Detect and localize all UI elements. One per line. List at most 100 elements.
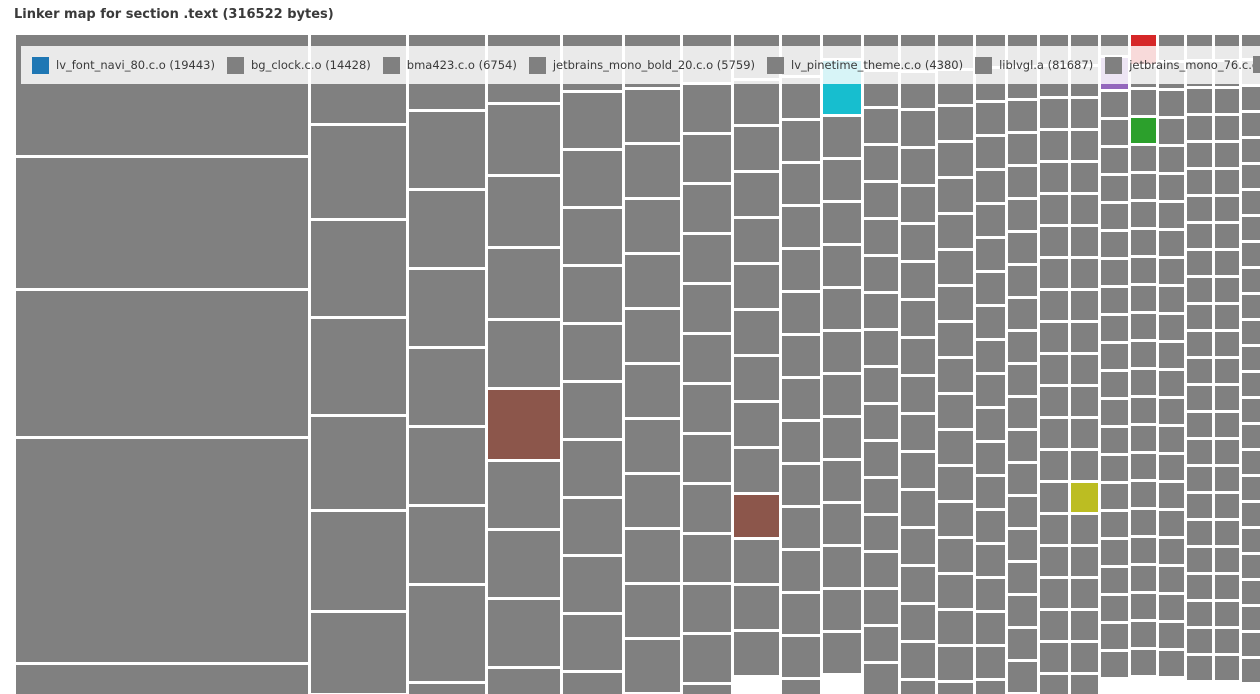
treemap-cell[interactable] [563, 383, 622, 438]
treemap-cell[interactable] [938, 503, 973, 536]
treemap-cell[interactable] [1159, 175, 1184, 200]
treemap-cell[interactable] [409, 112, 485, 188]
treemap-cell[interactable] [1215, 224, 1239, 248]
treemap-cell[interactable] [782, 422, 820, 462]
treemap-cell[interactable] [782, 207, 820, 247]
treemap-cell[interactable] [1131, 650, 1156, 675]
treemap-cell[interactable] [1187, 116, 1212, 140]
treemap-cell[interactable] [1215, 575, 1239, 599]
treemap-cell[interactable] [409, 428, 485, 504]
treemap-cell[interactable] [976, 443, 1005, 474]
treemap-cell[interactable] [1187, 602, 1212, 626]
treemap-cell[interactable] [1071, 163, 1098, 192]
treemap-cell[interactable] [1242, 659, 1260, 682]
treemap-cell[interactable] [864, 590, 898, 624]
treemap-cell[interactable] [311, 512, 406, 610]
treemap-cell[interactable] [1242, 477, 1260, 500]
treemap-cell[interactable] [823, 332, 861, 372]
treemap-cell-brown[interactable] [734, 495, 779, 537]
treemap-cell[interactable] [1187, 332, 1212, 356]
treemap-cell[interactable] [625, 90, 680, 142]
treemap-cell[interactable] [488, 531, 560, 597]
treemap-cell[interactable] [901, 187, 935, 222]
treemap-cell[interactable] [1242, 451, 1260, 474]
treemap-cell[interactable] [1159, 91, 1184, 116]
treemap-cell[interactable] [625, 255, 680, 307]
treemap-cell[interactable] [683, 485, 731, 532]
treemap-cell[interactable] [1101, 484, 1128, 509]
treemap-cell[interactable] [782, 78, 820, 118]
treemap-cell[interactable] [1187, 278, 1212, 302]
treemap-cell[interactable] [782, 250, 820, 290]
treemap-cell[interactable] [1215, 656, 1239, 680]
treemap-cell[interactable] [864, 516, 898, 550]
treemap-cell[interactable] [1242, 87, 1260, 110]
treemap-cell[interactable] [1242, 555, 1260, 578]
treemap-cell[interactable] [976, 647, 1005, 678]
treemap-cell[interactable] [864, 553, 898, 587]
treemap-cell[interactable] [1242, 399, 1260, 422]
treemap-cell[interactable] [1131, 314, 1156, 339]
treemap-cell[interactable] [1159, 399, 1184, 424]
treemap-cell[interactable] [938, 359, 973, 392]
treemap-cell[interactable] [683, 385, 731, 432]
treemap-cell[interactable] [734, 449, 779, 492]
treemap-cell[interactable] [1242, 295, 1260, 318]
treemap-cell[interactable] [1008, 530, 1037, 560]
treemap-cell[interactable] [1187, 494, 1212, 518]
treemap-cell[interactable] [409, 191, 485, 267]
treemap-cell[interactable] [1101, 540, 1128, 565]
treemap-cell[interactable] [488, 669, 560, 694]
treemap-cell[interactable] [938, 647, 973, 680]
treemap-cell[interactable] [1242, 139, 1260, 162]
treemap-cell[interactable] [409, 349, 485, 425]
treemap-cell[interactable] [976, 545, 1005, 576]
treemap-cell[interactable] [823, 375, 861, 415]
treemap-cell[interactable] [1131, 622, 1156, 647]
treemap-cell[interactable] [734, 219, 779, 262]
treemap-cell[interactable] [1159, 231, 1184, 256]
treemap-cell[interactable] [1187, 170, 1212, 194]
treemap-cell[interactable] [901, 643, 935, 678]
treemap-cell[interactable] [864, 664, 898, 694]
treemap-cell[interactable] [1101, 652, 1128, 677]
treemap-cell[interactable] [16, 439, 308, 662]
treemap-cell[interactable] [1159, 427, 1184, 452]
treemap-cell[interactable] [1101, 400, 1128, 425]
treemap-cell[interactable] [1040, 99, 1068, 128]
treemap-cell[interactable] [1008, 497, 1037, 527]
treemap-cell[interactable] [1242, 243, 1260, 266]
treemap-cell[interactable] [683, 185, 731, 232]
treemap-cell[interactable] [823, 117, 861, 157]
treemap-cell[interactable] [938, 575, 973, 608]
treemap-cell[interactable] [864, 331, 898, 365]
treemap-cell[interactable] [1159, 539, 1184, 564]
treemap-cell-brown[interactable] [488, 390, 560, 459]
treemap-cell[interactable] [1215, 386, 1239, 410]
treemap-cell[interactable] [563, 499, 622, 554]
treemap-cell[interactable] [311, 613, 406, 693]
treemap-cell[interactable] [1071, 355, 1098, 384]
treemap-cell[interactable] [1008, 596, 1037, 626]
treemap-cell[interactable] [901, 263, 935, 298]
treemap-cell[interactable] [901, 301, 935, 336]
treemap-cell[interactable] [976, 341, 1005, 372]
treemap-cell[interactable] [901, 453, 935, 488]
treemap-cell[interactable] [938, 251, 973, 284]
treemap-cell[interactable] [1131, 398, 1156, 423]
treemap-cell[interactable] [864, 442, 898, 476]
treemap-cell[interactable] [683, 135, 731, 182]
treemap-cell[interactable] [1040, 323, 1068, 352]
treemap-cell[interactable] [409, 270, 485, 346]
treemap-cell[interactable] [1008, 101, 1037, 131]
treemap-cell[interactable] [976, 511, 1005, 542]
treemap-cell[interactable] [683, 335, 731, 382]
treemap-cell[interactable] [901, 339, 935, 374]
treemap-cell[interactable] [1215, 521, 1239, 545]
treemap-cell[interactable] [1215, 332, 1239, 356]
treemap-cell[interactable] [823, 246, 861, 286]
treemap-cell[interactable] [1131, 566, 1156, 591]
treemap-cell[interactable] [1131, 370, 1156, 395]
treemap-cell[interactable] [683, 435, 731, 482]
treemap-cell[interactable] [823, 633, 861, 673]
